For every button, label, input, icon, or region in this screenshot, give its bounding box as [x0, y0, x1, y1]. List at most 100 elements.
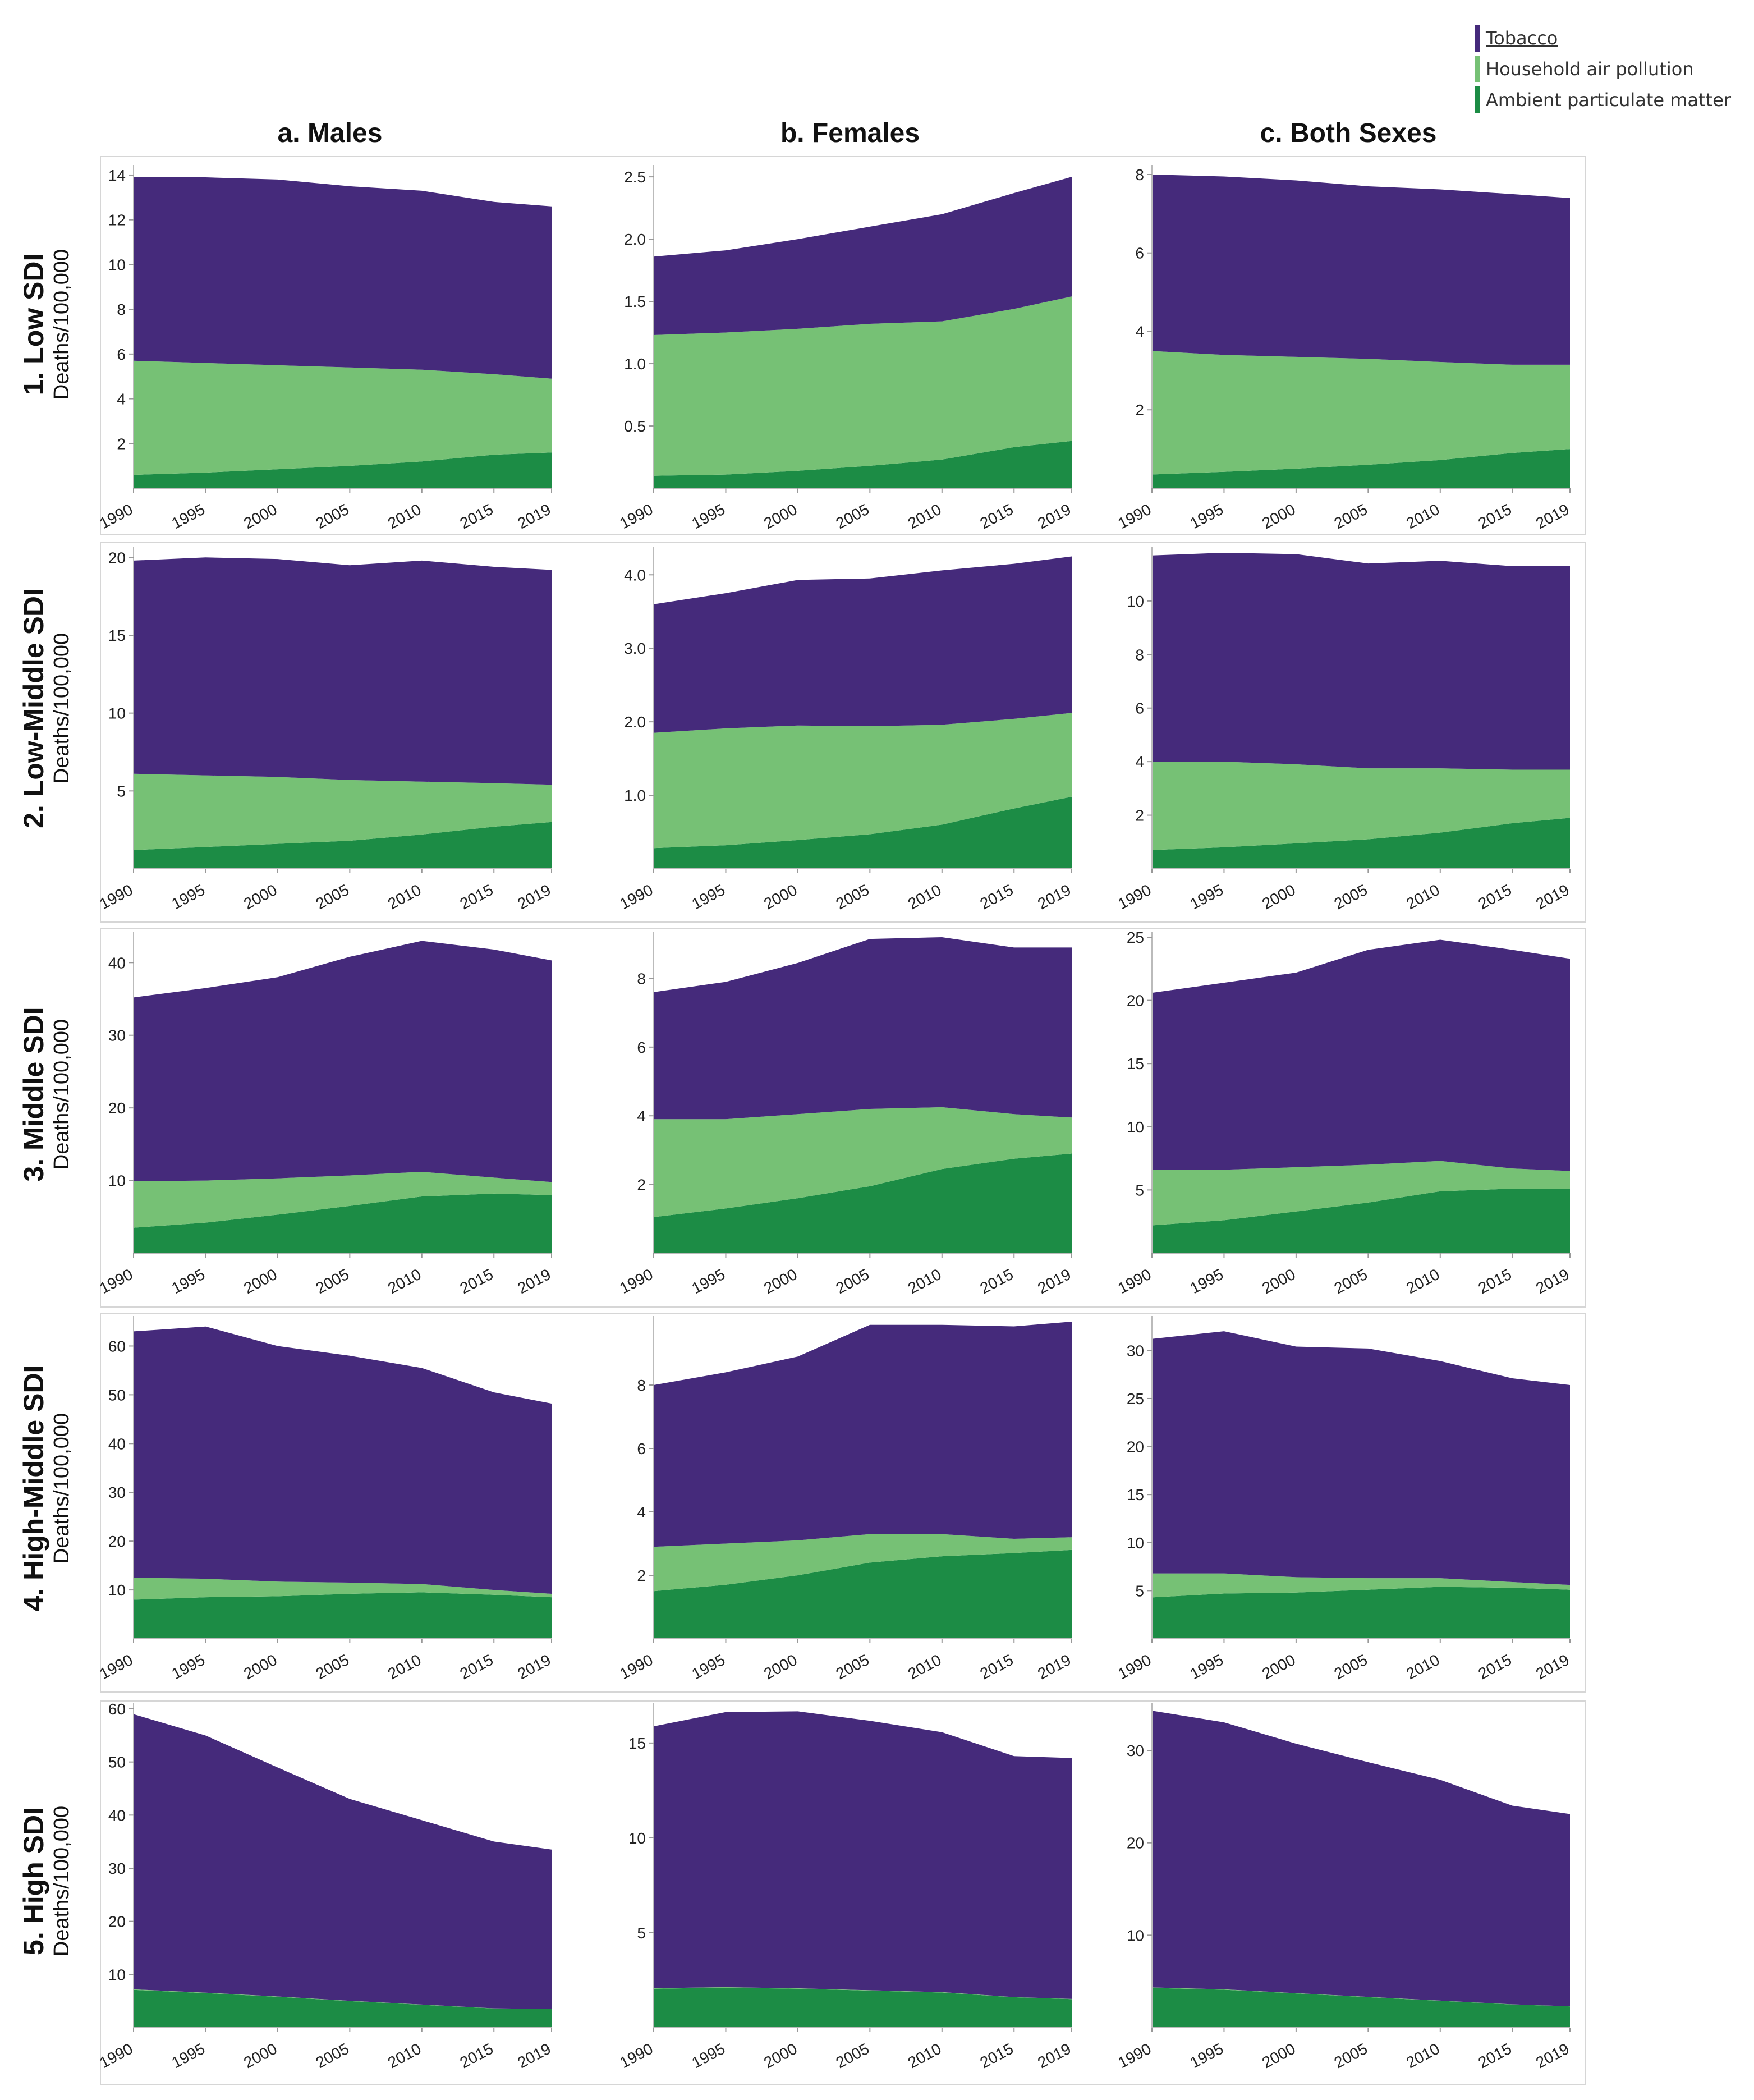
x-tick-label: 1990: [1115, 1651, 1154, 1683]
column-title-males: a. Males: [277, 118, 383, 148]
row-frame-2: [100, 542, 1586, 923]
y-tick-label: 20: [108, 1533, 126, 1550]
chart-panel-3c: 5 10 15 20 25 1990 1995 2000 2005 2010 2015 2019: [1115, 929, 1572, 1297]
x-tick-label: 1990: [1115, 2040, 1154, 2072]
area-household-air-pollution: [134, 1578, 552, 1600]
x-tick-label: 1995: [169, 881, 208, 913]
x-tick-label: 1990: [1115, 1265, 1154, 1297]
x-tick-label: 2015: [457, 1651, 496, 1683]
area-household-air-pollution: [654, 296, 1072, 476]
area-ambient-particulate-matter: [1152, 1189, 1570, 1253]
x-tick-label: 1990: [617, 501, 656, 533]
x-tick-label: 2010: [1403, 501, 1443, 533]
x-tick-label: 2019: [515, 2040, 554, 2072]
area-ambient-particulate-matter: [134, 1193, 552, 1253]
y-tick-label: 30: [108, 1027, 126, 1044]
x-tick-label: 2010: [905, 1651, 944, 1683]
x-tick-label: 2015: [457, 501, 496, 533]
y-tick-label: 2.5: [624, 168, 646, 186]
y-tick-label: 6: [117, 346, 126, 363]
legend-swatch-tobacco: [1475, 24, 1480, 52]
x-tick-label: 2019: [515, 501, 554, 533]
y-tick-label: 30: [1127, 1742, 1144, 1759]
x-tick-label: 1990: [617, 881, 656, 913]
x-tick-label: 1995: [169, 501, 208, 533]
y-tick-label: 2: [1135, 401, 1144, 419]
area-household-air-pollution: [654, 713, 1072, 849]
column-title-both-sexes: c. Both Sexes: [1260, 118, 1437, 148]
area-ambient-particulate-matter: [1152, 818, 1570, 869]
y-tick-label: 20: [1127, 992, 1144, 1010]
y-tick-label: 10: [1127, 1534, 1144, 1552]
x-tick-label: 1990: [97, 1651, 136, 1683]
y-tick-label: 10: [108, 256, 126, 273]
area-household-air-pollution: [134, 360, 552, 475]
x-tick-label: 2005: [313, 2040, 352, 2072]
x-tick-label: 2015: [1475, 1651, 1514, 1683]
area-household-air-pollution: [1152, 1161, 1570, 1226]
area-ambient-particulate-matter: [134, 1592, 552, 1639]
area-household-air-pollution: [1152, 1573, 1570, 1598]
y-tick-label: 2.0: [624, 713, 646, 731]
area-tobacco: [134, 1714, 552, 2009]
x-tick-label: 2005: [1331, 881, 1371, 913]
y-tick-label: 15: [628, 1735, 646, 1752]
x-tick-label: 1995: [689, 2040, 728, 2072]
x-tick-label: 2015: [457, 881, 496, 913]
chart-panel-3a: 10 20 30 40 1990 1995 2000 2005 2010 2015 2019: [97, 932, 554, 1297]
legend-item-ambient-particulate-matter[interactable]: Ambient particulate matter: [1475, 84, 1731, 115]
y-tick-label: 1.5: [624, 293, 646, 310]
row-frame-5: [100, 1700, 1586, 2085]
area-ambient-particulate-matter: [654, 1988, 1072, 2028]
area-tobacco: [134, 1326, 552, 1594]
legend: Tobacco Household air pollution Ambient …: [1475, 22, 1731, 115]
area-ambient-particulate-matter: [134, 1989, 552, 2028]
area-household-air-pollution: [134, 1172, 552, 1228]
x-tick-label: 2010: [385, 501, 424, 533]
x-tick-label: 2000: [761, 501, 800, 533]
x-tick-label: 2019: [1035, 2040, 1074, 2072]
y-tick-label: 5: [117, 782, 126, 800]
x-tick-label: 2015: [977, 1651, 1016, 1683]
area-tobacco: [654, 1322, 1072, 1547]
legend-item-tobacco[interactable]: Tobacco: [1475, 22, 1731, 53]
y-tick-label: 4: [637, 1107, 646, 1125]
x-tick-label: 2005: [313, 1265, 352, 1297]
x-tick-label: 2019: [1533, 881, 1572, 913]
chart-panel-2b: 1.0 2.0 3.0 4.0 1990 1995 2000 2005 2010 2015 2019: [617, 547, 1074, 913]
x-tick-label: 2000: [1259, 1265, 1298, 1297]
x-tick-label: 2019: [1533, 2040, 1572, 2072]
y-tick-label: 8: [117, 301, 126, 318]
x-tick-label: 1995: [169, 2040, 208, 2072]
x-tick-label: 2000: [241, 1651, 280, 1683]
area-tobacco: [134, 557, 552, 785]
y-tick-label: 2: [637, 1567, 646, 1584]
x-tick-label: 2005: [833, 2040, 873, 2072]
chart-panel-5b: 5 10 15 1990 1995 2000 2005 2010 2015 2019: [617, 1703, 1074, 2071]
x-tick-label: 2010: [1403, 2040, 1443, 2072]
x-tick-label: 2010: [1403, 1651, 1443, 1683]
x-tick-label: 2019: [1035, 1651, 1074, 1683]
x-tick-label: 2005: [833, 501, 873, 533]
x-tick-label: 2015: [977, 501, 1016, 533]
x-tick-label: 2005: [833, 1651, 873, 1683]
row-frame-1: [100, 156, 1586, 535]
area-tobacco: [654, 937, 1072, 1120]
x-tick-label: 1995: [1187, 881, 1227, 913]
x-tick-label: 2000: [241, 501, 280, 533]
y-tick-label: 5: [637, 1924, 646, 1942]
y-tick-label: 10: [108, 1966, 126, 1983]
chart-panel-5a: 10 20 30 40 50 60 1990 1995 2000 2005 2010 2015 2019: [97, 1700, 554, 2071]
legend-label-ambient-particulate-matter: Ambient particulate matter: [1486, 89, 1731, 111]
x-tick-label: 2005: [1331, 2040, 1371, 2072]
y-tick-label: 8: [637, 970, 646, 987]
chart-panel-1a: 2 4 6 8 10 12 14 1990 1995 2000 2005 2010 2015 2019: [97, 165, 554, 532]
y-tick-label: 10: [108, 1172, 126, 1190]
x-tick-label: 2005: [313, 501, 352, 533]
legend-item-household-air-pollution[interactable]: Household air pollution: [1475, 53, 1731, 84]
x-tick-label: 2015: [977, 881, 1016, 913]
x-tick-label: 2019: [1533, 501, 1572, 533]
area-tobacco: [1152, 175, 1570, 365]
area-ambient-particulate-matter: [1152, 1988, 1570, 2028]
